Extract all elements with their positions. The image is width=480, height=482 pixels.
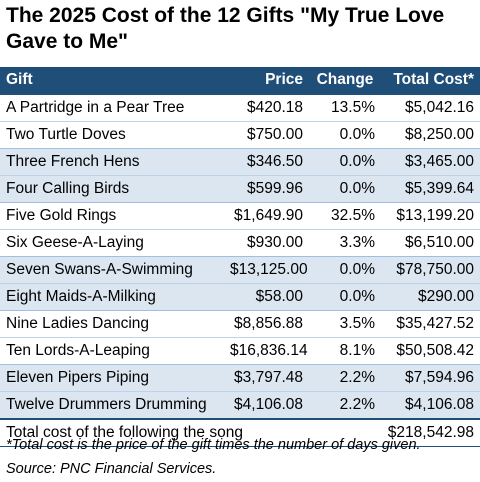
total-label: Total cost of the following the song xyxy=(0,418,381,447)
header-gift: Gift xyxy=(0,67,224,95)
gift-total: $5,399.64 xyxy=(381,175,480,203)
gift-total: $5,042.16 xyxy=(381,94,480,122)
table-row: Seven Swans-A-Swimming $13,125.00 0.0% $… xyxy=(0,256,480,284)
header-change: Change xyxy=(309,67,381,95)
table-row: Four Calling Birds $599.96 0.0% $5,399.6… xyxy=(0,175,480,203)
gift-name: Six Geese-A-Laying xyxy=(0,229,224,257)
gift-name: Seven Swans-A-Swimming xyxy=(0,256,224,284)
gift-name: Two Turtle Doves xyxy=(0,121,224,149)
table-row: Ten Lords-A-Leaping $16,836.14 8.1% $50,… xyxy=(0,337,480,365)
gift-price: $58.00 xyxy=(224,283,309,311)
gift-change: 13.5% xyxy=(309,94,381,122)
gift-change: 32.5% xyxy=(309,202,381,230)
header-total-cost: Total Cost* xyxy=(381,67,480,95)
gift-total: $35,427.52 xyxy=(381,310,480,338)
page-title: The 2025 Cost of the 12 Gifts "My True L… xyxy=(6,4,445,53)
table-row: Nine Ladies Dancing $8,856.88 3.5% $35,4… xyxy=(0,310,480,338)
total-row: Total cost of the following the song $21… xyxy=(0,418,480,447)
gift-price: $1,649.90 xyxy=(224,202,309,230)
gift-price: $13,125.00 xyxy=(224,256,309,284)
gift-name: Four Calling Birds xyxy=(0,175,224,203)
table-row: Eight Maids-A-Milking $58.00 0.0% $290.0… xyxy=(0,283,480,311)
gift-name: A Partridge in a Pear Tree xyxy=(0,94,224,122)
table-row: Three French Hens $346.50 0.0% $3,465.00 xyxy=(0,148,480,176)
gift-price: $8,856.88 xyxy=(224,310,309,338)
gift-cost-table: Gift Price Change Total Cost* A Partridg… xyxy=(0,67,480,447)
gift-price: $16,836.14 xyxy=(224,337,309,365)
gift-price: $599.96 xyxy=(224,175,309,203)
gift-change: 0.0% xyxy=(309,175,381,203)
gift-name: Ten Lords-A-Leaping xyxy=(0,337,224,365)
gift-name: Eight Maids-A-Milking xyxy=(0,283,224,311)
gift-total: $7,594.96 xyxy=(381,364,480,392)
table-row: A Partridge in a Pear Tree $420.18 13.5%… xyxy=(0,94,480,122)
gift-price: $420.18 xyxy=(224,94,309,122)
gift-price: $3,797.48 xyxy=(224,364,309,392)
table-row: Five Gold Rings $1,649.90 32.5% $13,199.… xyxy=(0,202,480,230)
gift-change: 2.2% xyxy=(309,391,381,420)
table-row: Six Geese-A-Laying $930.00 3.3% $6,510.0… xyxy=(0,229,480,257)
gift-total: $13,199.20 xyxy=(381,202,480,230)
gift-total: $8,250.00 xyxy=(381,121,480,149)
gift-price: $4,106.08 xyxy=(224,391,309,420)
gift-change: 8.1% xyxy=(309,337,381,365)
gift-name: Five Gold Rings xyxy=(0,202,224,230)
gift-price: $750.00 xyxy=(224,121,309,149)
header-price: Price xyxy=(224,67,309,95)
gift-total: $78,750.00 xyxy=(381,256,480,284)
gift-change: 0.0% xyxy=(309,256,381,284)
gift-total: $3,465.00 xyxy=(381,148,480,176)
gift-total: $290.00 xyxy=(381,283,480,311)
gift-change: 0.0% xyxy=(309,283,381,311)
gift-change: 0.0% xyxy=(309,121,381,149)
gift-name: Three French Hens xyxy=(0,148,224,176)
gift-name: Nine Ladies Dancing xyxy=(0,310,224,338)
gift-change: 3.3% xyxy=(309,229,381,257)
gift-change: 3.5% xyxy=(309,310,381,338)
gift-name: Twelve Drummers Drumming xyxy=(0,391,224,420)
gift-change: 2.2% xyxy=(309,364,381,392)
gift-total: $50,508.42 xyxy=(381,337,480,365)
gift-price: $346.50 xyxy=(224,148,309,176)
gift-total: $6,510.00 xyxy=(381,229,480,257)
gift-price: $930.00 xyxy=(224,229,309,257)
gift-name: Eleven Pipers Piping xyxy=(0,364,224,392)
footnote: *Total cost is the price of the gift tim… xyxy=(6,437,421,453)
source-note: Source: PNC Financial Services. xyxy=(6,461,217,477)
total-value: $218,542.98 xyxy=(381,418,480,447)
table-row: Twelve Drummers Drumming $4,106.08 2.2% … xyxy=(0,391,480,420)
gift-total: $4,106.08 xyxy=(381,391,480,420)
gift-change: 0.0% xyxy=(309,148,381,176)
table-header-row: Gift Price Change Total Cost* xyxy=(0,67,480,95)
table-row: Eleven Pipers Piping $3,797.48 2.2% $7,5… xyxy=(0,364,480,392)
table-row: Two Turtle Doves $750.00 0.0% $8,250.00 xyxy=(0,121,480,149)
